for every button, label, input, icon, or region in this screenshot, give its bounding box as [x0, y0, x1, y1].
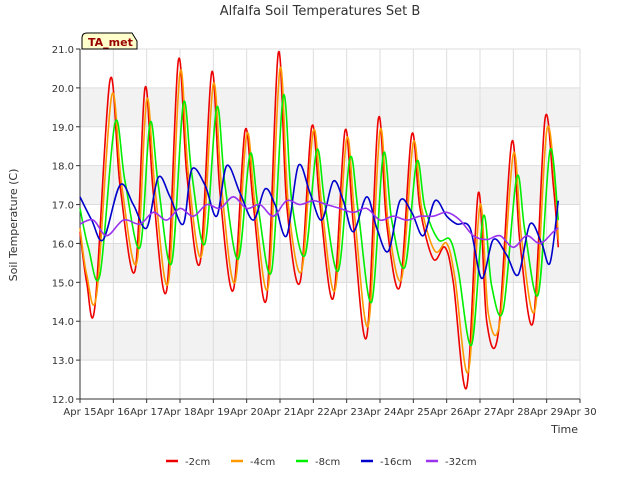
grid-band [80, 321, 580, 361]
y-tick-label: 15.0 [52, 278, 74, 289]
y-tick-label: 18.0 [52, 162, 74, 173]
y-tick-label: 13.0 [52, 356, 74, 367]
y-tick-label: 17.0 [52, 201, 74, 212]
x-tick-label: Apr 20 [230, 407, 263, 418]
legend-label: -32cm [445, 457, 477, 468]
legend-label: -2cm [185, 457, 210, 468]
y-tick-label: 14.0 [52, 317, 74, 328]
chart-title: Alfalfa Soil Temperatures Set B [220, 4, 421, 19]
x-tick-label: Apr 29 [530, 407, 563, 418]
series-lines [79, 50, 560, 390]
x-tick-label: Apr 28 [497, 407, 530, 418]
y-tick-label: 16.0 [52, 239, 74, 250]
x-tick-label: Apr 19 [197, 407, 230, 418]
x-tick-label: Apr 23 [330, 407, 363, 418]
annotation-label: TA_met [88, 36, 133, 49]
legend-label: -4cm [250, 457, 275, 468]
grid-band [80, 87, 580, 127]
x-tick-label: Apr 27 [463, 407, 496, 418]
y-axis: 12.0 13.0 14.0 15.0 16.0 17.0 18.0 19.0 20.0 21.0 [52, 45, 81, 406]
legend-label: -8cm [315, 457, 340, 468]
grid-band [80, 165, 580, 205]
y-tick-label: 20.0 [52, 84, 74, 95]
x-tick-label: Apr 21 [263, 407, 296, 418]
x-tick-label: Apr 25 [397, 407, 430, 418]
x-tick-label: Apr 16 [97, 407, 130, 418]
y-tick-label: 19.0 [52, 123, 74, 134]
x-axis-label: Time [550, 423, 578, 436]
series-line-minus-32cm [79, 196, 559, 249]
x-axis: Apr 15 Apr 16 Apr 17 Apr 18 Apr 19 Apr 20 Apr … [63, 398, 597, 418]
legend-label: -16cm [380, 457, 412, 468]
x-tick-label: Apr 26 [430, 407, 463, 418]
x-tick-label: Apr 24 [363, 407, 396, 418]
plot-area [79, 48, 581, 400]
y-axis-label: Soil Temperature (C) [7, 169, 20, 282]
x-tick-label: Apr 17 [130, 407, 163, 418]
x-tick-label: Apr 15 [63, 407, 96, 418]
series-line-minus-8cm [79, 94, 560, 346]
x-tick-label: Apr 22 [297, 407, 330, 418]
x-tick-label: Apr 30 [563, 407, 596, 418]
y-tick-label: 21.0 [52, 45, 74, 56]
x-tick-label: Apr 18 [163, 407, 196, 418]
annotation-box: TA_met [81, 32, 138, 50]
legend: -2cm -4cm -8cm -16cm -32cm [166, 457, 477, 468]
y-tick-label: 12.0 [52, 395, 74, 406]
